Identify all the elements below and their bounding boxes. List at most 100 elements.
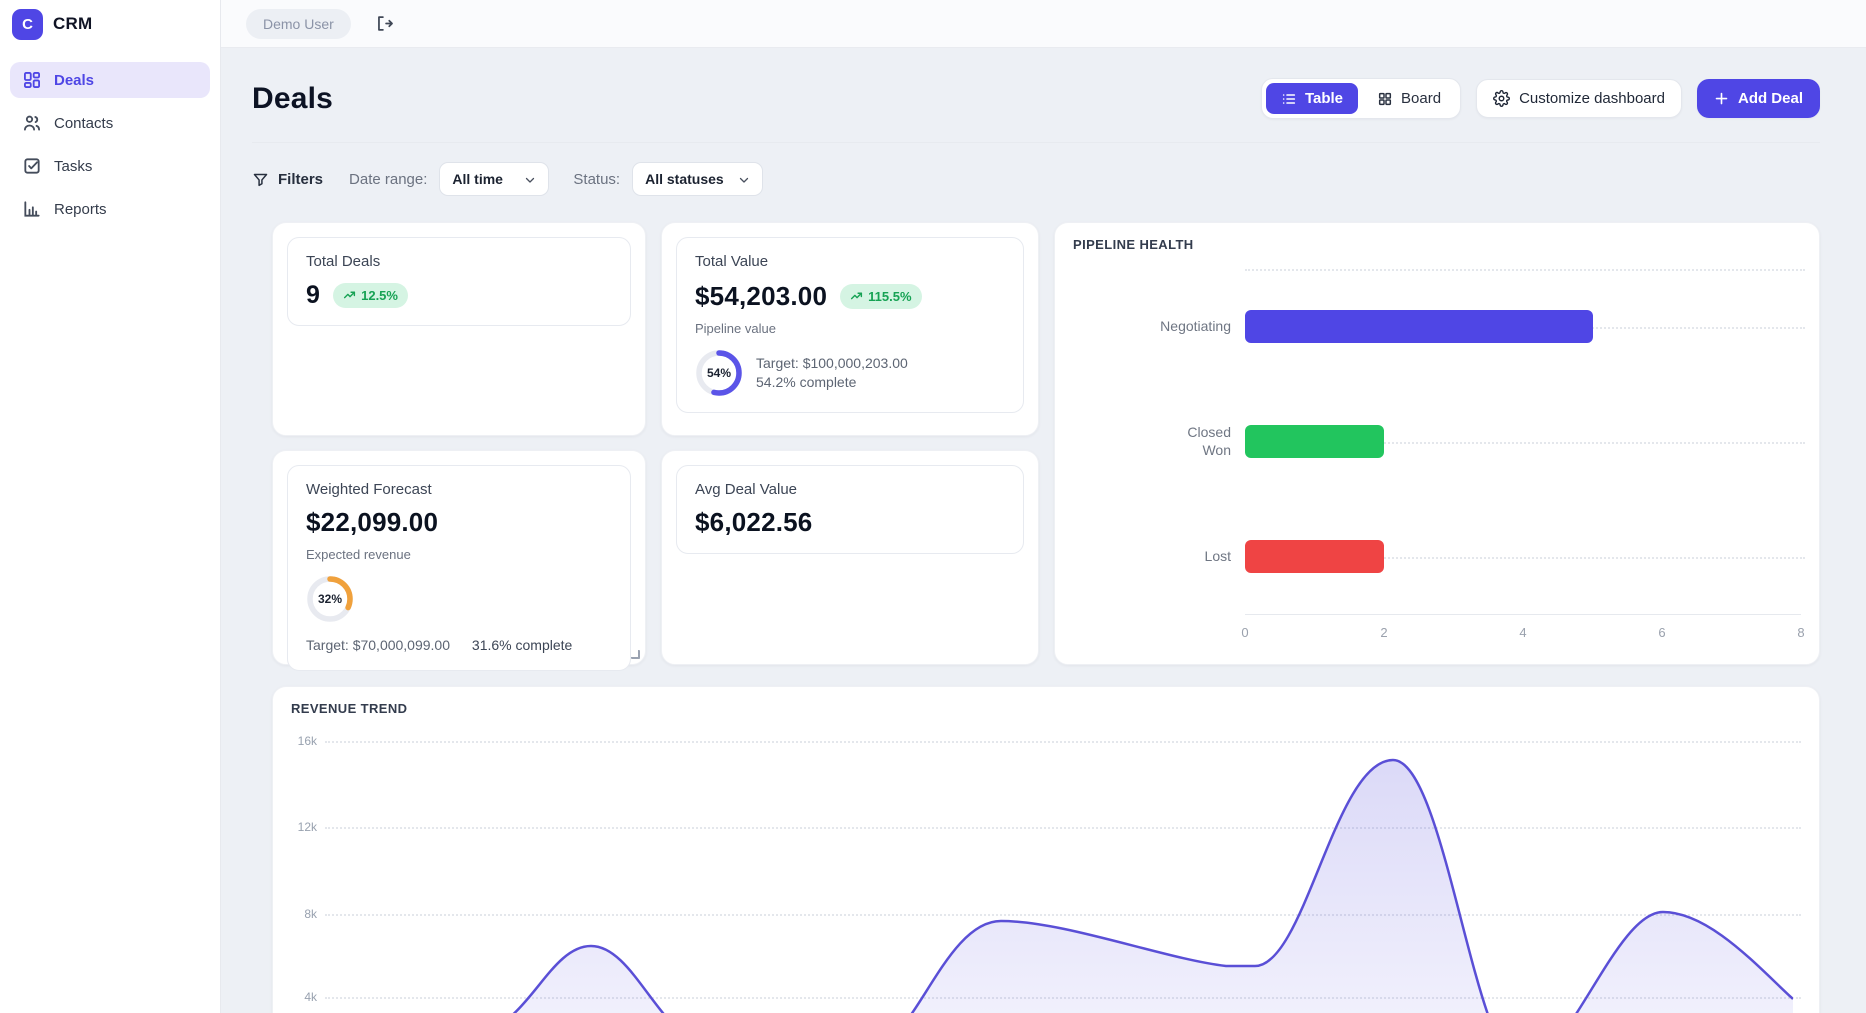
content: Demo User Deals	[221, 0, 1866, 1013]
chart-top-gridline	[1245, 269, 1805, 271]
pipeline-bar-chart: Negotiating Closed Won Los	[1073, 269, 1805, 648]
stat-subtitle: Expected revenue	[306, 547, 411, 562]
view-toggle: Table Board	[1260, 78, 1462, 119]
app-name: CRM	[53, 14, 93, 33]
stat-title: Avg Deal Value	[695, 481, 798, 498]
gridline-12k	[325, 827, 1801, 829]
sidebar: C CRM Deals	[0, 0, 221, 1013]
bar-label: Closed Won	[1187, 424, 1231, 458]
sidebar-item-label: Tasks	[54, 157, 93, 175]
bar-lost[interactable]	[1245, 540, 1384, 573]
weighted-forecast-widget: Weighted Forecast $22,099.00 Expected re…	[272, 450, 646, 671]
stat-value: $6,022.56	[695, 507, 813, 537]
filters-label: Filters	[252, 171, 323, 188]
sidebar-item-deals[interactable]: Deals	[10, 62, 210, 98]
progress-ring-label: 54%	[706, 366, 732, 380]
topbar: Demo User	[221, 0, 1866, 48]
total-value-widget: Total Value $54,203.00 115.5%	[661, 222, 1039, 436]
reports-bar-chart-icon	[22, 199, 42, 219]
complete-text: 31.6% complete	[471, 637, 573, 653]
add-deal-button[interactable]: Add Deal	[1696, 79, 1820, 118]
revenue-area-path	[512, 758, 1793, 1013]
date-range-label: Date range:	[349, 170, 428, 188]
bar-track	[1245, 540, 1805, 573]
tasks-check-square-icon	[22, 156, 42, 176]
stat-title: Total Value	[695, 253, 769, 270]
header-divider	[252, 142, 1820, 143]
table-view-button[interactable]: Table	[1265, 83, 1359, 114]
list-icon	[1281, 91, 1297, 107]
trending-up-icon	[850, 290, 863, 303]
bar-track	[1245, 425, 1805, 458]
header-actions: Table Board	[1260, 78, 1820, 119]
app-logo: C	[12, 8, 43, 40]
filter-funnel-icon	[252, 171, 269, 188]
status-label: Status:	[573, 170, 621, 188]
bar-row-closed-won: Closed Won	[1073, 384, 1805, 499]
bar-closed-won[interactable]	[1245, 425, 1384, 458]
trend-badge: 115.5%	[840, 284, 922, 309]
stat-value: $22,099.00	[306, 507, 439, 537]
deals-grid-icon	[22, 70, 42, 90]
pipeline-x-axis: 0 2 4 6 8	[1241, 614, 1805, 648]
stat-subtitle: Pipeline value	[695, 321, 776, 336]
bar-label: Negotiating	[1160, 317, 1231, 334]
brand: C CRM	[0, 0, 220, 48]
total-deals-card: Total Deals 9 12.5%	[287, 237, 631, 326]
bar-row-lost: Lost	[1073, 499, 1805, 614]
contacts-users-icon	[22, 113, 42, 133]
customize-dashboard-button[interactable]: Customize dashboard	[1476, 79, 1682, 118]
gear-icon	[1493, 90, 1510, 107]
logout-icon	[375, 14, 394, 33]
trend-badge: 12.5%	[333, 283, 408, 308]
bar-negotiating[interactable]	[1245, 310, 1593, 343]
sidebar-item-label: Deals	[54, 71, 95, 89]
gridline-16k	[325, 741, 1801, 743]
page-header: Deals Table	[252, 78, 1820, 119]
page-title: Deals	[252, 81, 334, 115]
revenue-trend-widget: REVENUE TREND 16k 12k 8k 4k	[272, 686, 1820, 1013]
sidebar-item-reports[interactable]: Reports	[10, 191, 210, 227]
target-text: Target: $70,000,099.00 31.6% complete	[306, 637, 573, 653]
board-view-button[interactable]: Board	[1362, 83, 1456, 114]
pipeline-health-title: PIPELINE HEALTH	[1073, 237, 1194, 252]
stat-title: Total Deals	[306, 253, 381, 270]
main: Deals Table	[221, 48, 1866, 1013]
stat-value: 9	[306, 281, 321, 309]
status-select[interactable]: All statuses	[632, 162, 763, 196]
progress-ring-label: 32%	[317, 592, 343, 606]
sidebar-item-label: Contacts	[54, 114, 114, 132]
total-deals-widget: Total Deals 9 12.5%	[272, 222, 646, 436]
widget-resize-handle[interactable]	[631, 650, 640, 659]
progress-ring: 32%	[306, 575, 354, 623]
chevron-down-icon	[738, 174, 750, 186]
target-text: Target: $100,000,203.00 54.2% complete	[756, 355, 908, 390]
bar-row-negotiating: Negotiating	[1073, 269, 1805, 384]
chevron-down-icon	[524, 174, 536, 186]
weighted-forecast-card: Weighted Forecast $22,099.00 Expected re…	[287, 465, 631, 671]
filters-bar: Filters Date range: All time Status: All…	[252, 162, 1820, 196]
widgets-grid: Total Deals 9 12.5%	[272, 222, 1820, 671]
plus-icon	[1714, 91, 1729, 106]
progress-ring: 54%	[695, 349, 743, 397]
stat-title: Weighted Forecast	[306, 481, 432, 498]
board-grid-icon	[1377, 91, 1393, 107]
user-badge: Demo User	[246, 8, 351, 39]
bar-track	[1245, 310, 1805, 343]
sidebar-item-contacts[interactable]: Contacts	[10, 105, 210, 141]
date-range-select[interactable]: All time	[439, 162, 550, 196]
logout-button[interactable]	[375, 14, 394, 33]
bar-label: Lost	[1204, 547, 1231, 564]
gridline-8k	[325, 914, 1801, 916]
stat-value: $54,203.00	[695, 281, 828, 311]
avg-deal-value-widget: Avg Deal Value $6,022.56	[661, 450, 1039, 665]
sidebar-item-label: Reports	[54, 200, 107, 218]
total-value-card: Total Value $54,203.00 115.5%	[676, 237, 1024, 413]
trending-up-icon	[343, 289, 356, 302]
sidebar-item-tasks[interactable]: Tasks	[10, 148, 210, 184]
pipeline-health-widget: PIPELINE HEALTH Negotiating Closed Won	[1054, 222, 1820, 665]
sidebar-nav: Deals Contacts	[0, 48, 220, 241]
avg-deal-value-card: Avg Deal Value $6,022.56	[676, 465, 1024, 554]
revenue-area-chart: 16k 12k 8k 4k	[291, 729, 1801, 1013]
revenue-trend-title: REVENUE TREND	[291, 701, 408, 716]
